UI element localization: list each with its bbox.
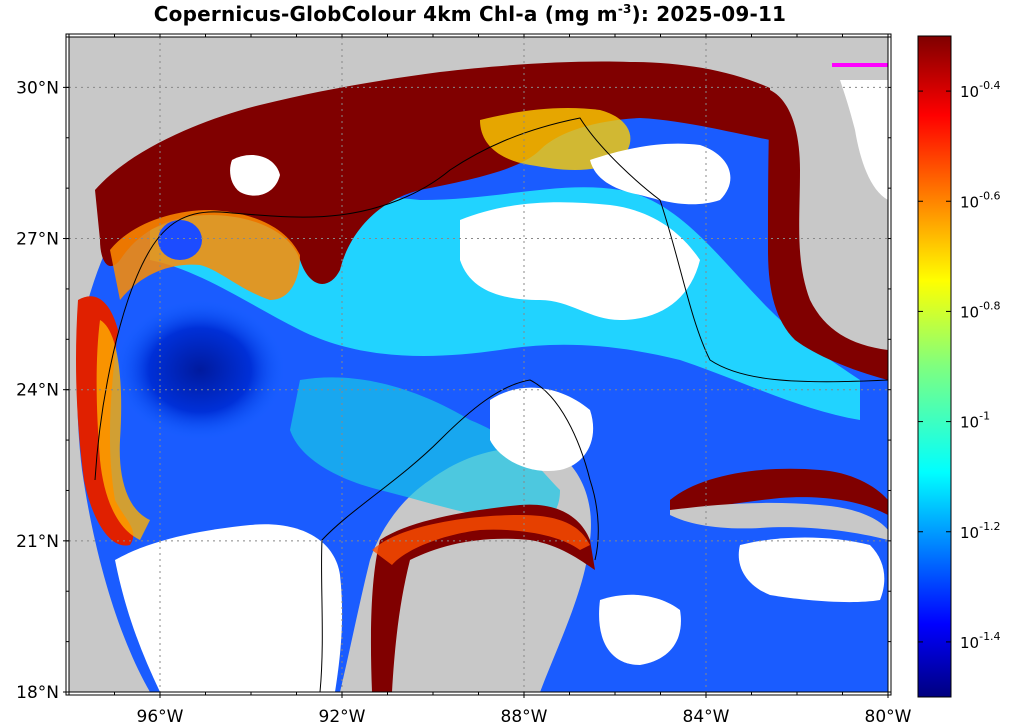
nodata-loop bbox=[490, 387, 594, 471]
nodata-florida-shelf bbox=[840, 80, 888, 200]
loop-eddy-west bbox=[115, 300, 285, 440]
x-tick-label: 92°W bbox=[319, 707, 366, 727]
colorbar-tick-label: 10-1.2 bbox=[960, 520, 1001, 542]
coastal-mid-west bbox=[96, 320, 150, 540]
coastal-high-campeche bbox=[370, 504, 595, 692]
coastal-high-cuba bbox=[670, 468, 888, 515]
teal-region bbox=[290, 377, 560, 524]
colorbar bbox=[917, 35, 952, 698]
nodata-central bbox=[460, 202, 700, 320]
y-tick-label: 21°N bbox=[16, 532, 59, 552]
y-tick-label: 18°N bbox=[16, 683, 59, 703]
colorbar-tick-label: 10-0.6 bbox=[960, 189, 1001, 211]
axis-ticks: 96°W 92°W 88°W 84°W 80°W 30°N 27°N 24°N 21°N 18°N bbox=[16, 34, 912, 727]
y-tick-label: 27°N bbox=[16, 230, 59, 250]
nodata-southeast bbox=[738, 537, 885, 603]
boundary-line-north bbox=[94, 117, 888, 481]
colorbar-tick-label: 10-0.4 bbox=[960, 79, 1001, 101]
shelf-front-north bbox=[110, 210, 300, 300]
boundary-line-south bbox=[319, 379, 599, 692]
y-tick-label: 30°N bbox=[16, 78, 59, 98]
campeche-front bbox=[372, 515, 590, 565]
title-prefix: Copernicus-GlobColour 4km Chl-a (mg m bbox=[153, 2, 618, 26]
colorbar-tick-label: 10-1 bbox=[960, 410, 990, 432]
colorbar-ticks: 10-0.4 10-0.6 10-0.8 10-1 10-1.2 10-1.4 bbox=[918, 79, 1001, 652]
nodata-texas bbox=[230, 155, 280, 196]
gridlines bbox=[69, 37, 888, 692]
small-eddy-nw bbox=[158, 220, 202, 260]
cuba-land bbox=[670, 502, 888, 540]
shelf-front-louisiana bbox=[480, 108, 631, 170]
x-tick-label: 96°W bbox=[137, 707, 184, 727]
coastal-high-florida bbox=[768, 90, 888, 380]
colorbar-tick-label: 10-1.4 bbox=[960, 630, 1001, 652]
x-tick-label: 88°W bbox=[501, 707, 548, 727]
title-exponent: -3 bbox=[617, 2, 632, 16]
x-tick-label: 84°W bbox=[683, 707, 730, 727]
nodata-caribbean bbox=[599, 594, 681, 665]
colorbar-tick-label: 10-0.8 bbox=[960, 299, 1001, 321]
x-tick-label: 80°W bbox=[865, 707, 912, 727]
nodata-east bbox=[590, 143, 731, 205]
title-suffix: ): 2025-09-11 bbox=[631, 2, 787, 26]
nodata-southwest bbox=[115, 524, 343, 692]
map-title: Copernicus-GlobColour 4km Chl-a (mg m-3)… bbox=[0, 2, 940, 26]
map-area bbox=[69, 37, 888, 692]
y-tick-label: 24°N bbox=[16, 381, 59, 401]
